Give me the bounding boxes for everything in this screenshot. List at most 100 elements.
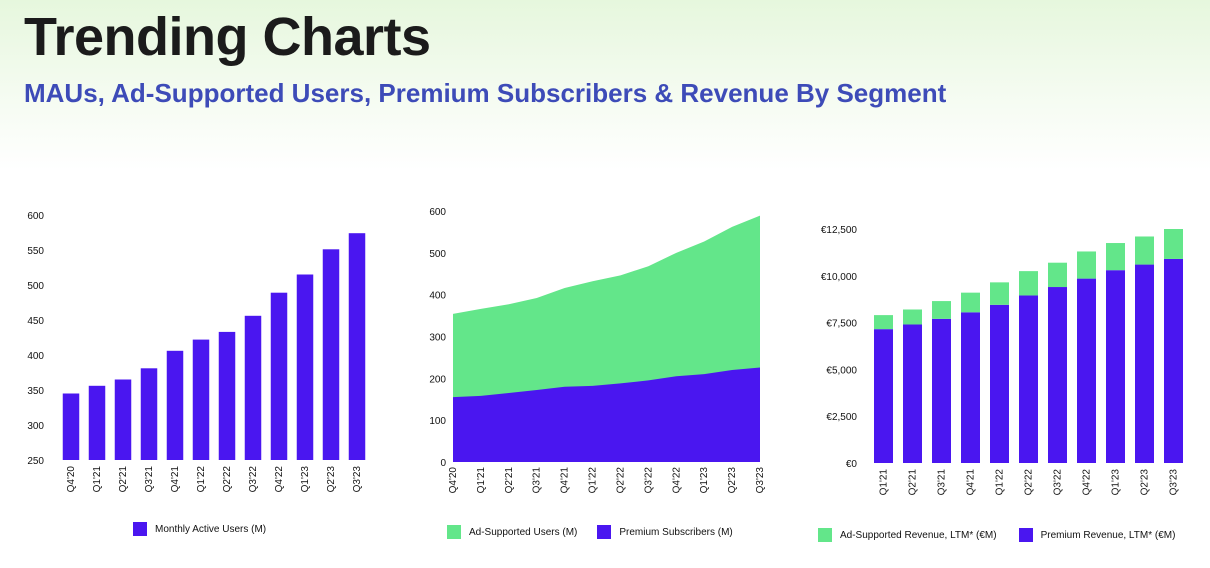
bar-mau <box>140 368 158 460</box>
legend-swatch-premium-subscribers <box>597 525 612 539</box>
bar-premium-revenue <box>932 318 951 463</box>
y-tick-label: 400 <box>27 351 44 362</box>
x-tick-label: Q2'23 <box>326 466 337 493</box>
legend-label-mau: Monthly Active Users (M) <box>155 523 267 535</box>
y-tick-label: 500 <box>429 249 446 260</box>
bar-ad-supported-revenue <box>903 309 922 325</box>
y-tick-label: €0 <box>846 459 858 470</box>
bar-mau <box>296 274 314 460</box>
x-tick-label: Q1'21 <box>92 466 103 493</box>
bar-ad-supported-revenue <box>1019 271 1038 296</box>
legend-label-premium-subscribers: Premium Subscribers (M) <box>619 526 733 538</box>
x-tick-label: Q4'22 <box>671 467 682 494</box>
x-tick-label: Q3'22 <box>643 467 654 494</box>
bar-mau <box>88 385 106 460</box>
bar-mau <box>114 379 132 460</box>
x-tick-label: Q3'21 <box>532 467 543 494</box>
x-tick-label: Q3'22 <box>1053 469 1064 496</box>
bar-mau <box>270 292 288 460</box>
legend-item-premium-subscribers: Premium Subscribers (M) <box>597 525 733 539</box>
bar-ad-supported-revenue <box>961 292 980 313</box>
page-subtitle: MAUs, Ad-Supported Users, Premium Subscr… <box>24 78 947 108</box>
y-tick-label: 600 <box>27 211 44 222</box>
bar-premium-revenue <box>1019 295 1038 463</box>
x-tick-label: Q3'22 <box>248 466 259 493</box>
y-tick-label: 100 <box>429 416 446 427</box>
x-tick-label: Q1'23 <box>1111 469 1122 496</box>
legend-label-premium-revenue: Premium Revenue, LTM* (€M) <box>1040 529 1176 541</box>
bar-premium-revenue <box>1106 270 1125 463</box>
y-tick-label: €5,000 <box>826 365 857 376</box>
page-title: Trending Charts <box>24 7 431 67</box>
y-tick-label: €2,500 <box>826 412 857 423</box>
x-tick-label: Q1'23 <box>699 467 710 494</box>
legend-label-ad-supported-revenue: Ad-Supported Revenue, LTM* (€M) <box>840 529 997 541</box>
x-tick-label: Q1'21 <box>879 469 890 496</box>
bar-premium-revenue <box>1077 278 1096 463</box>
legend-swatch-mau <box>133 522 147 536</box>
x-tick-label: Q4'22 <box>274 466 285 493</box>
legend-item-ad-supported-revenue: Ad-Supported Revenue, LTM* (€M) <box>818 528 997 542</box>
bar-ad-supported-revenue <box>1048 262 1067 288</box>
bar-mau <box>218 331 236 460</box>
legend-label-ad-supported-users: Ad-Supported Users (M) <box>469 526 578 538</box>
bar-ad-supported-revenue <box>1135 236 1154 265</box>
x-tick-label: Q4'20 <box>66 466 77 493</box>
bar-ad-supported-revenue <box>1164 229 1183 259</box>
bar-premium-revenue <box>874 329 893 463</box>
x-tick-label: Q3'23 <box>1169 469 1180 496</box>
x-tick-label: Q2'23 <box>1140 469 1151 496</box>
x-tick-label: Q3'23 <box>755 467 766 494</box>
x-tick-label: Q3'21 <box>937 469 948 496</box>
legend-item-premium-revenue: Premium Revenue, LTM* (€M) <box>1018 528 1176 542</box>
y-tick-label: €12,500 <box>821 225 858 236</box>
x-tick-label: Q2'22 <box>615 467 626 494</box>
bar-premium-revenue <box>961 312 980 463</box>
x-tick-label: Q2'21 <box>504 467 515 494</box>
y-tick-label: 550 <box>27 246 44 257</box>
revenue-legend: Ad-Supported Revenue, LTM* (€M) Premium … <box>818 528 1175 542</box>
y-tick-label: 400 <box>429 291 446 302</box>
x-tick-label: Q4'21 <box>560 467 571 494</box>
x-tick-label: Q1'21 <box>476 467 487 494</box>
legend-swatch-ad-supported-revenue <box>818 528 832 542</box>
bar-mau <box>192 339 210 460</box>
x-tick-label: Q2'22 <box>1024 469 1035 496</box>
y-tick-label: €10,000 <box>821 272 858 283</box>
x-tick-label: Q1'22 <box>196 466 207 493</box>
bar-ad-supported-revenue <box>1106 243 1125 271</box>
bar-mau <box>62 393 80 460</box>
bar-ad-supported-revenue <box>874 315 893 330</box>
y-tick-label: 250 <box>27 456 44 467</box>
x-tick-label: Q1'23 <box>300 466 311 493</box>
users-legend: Ad-Supported Users (M) Premium Subscribe… <box>447 525 733 539</box>
legend-swatch-ad-supported-users <box>447 525 461 539</box>
x-tick-label: Q3'23 <box>352 466 363 493</box>
x-tick-label: Q2'21 <box>118 466 129 493</box>
y-tick-label: 300 <box>27 421 44 432</box>
x-tick-label: Q2'21 <box>908 469 919 496</box>
bar-premium-revenue <box>903 324 922 463</box>
x-tick-label: Q1'22 <box>588 467 599 494</box>
y-tick-label: 450 <box>27 316 44 327</box>
bar-mau <box>166 350 184 460</box>
legend-swatch-premium-revenue <box>1018 528 1033 542</box>
y-tick-label: 600 <box>429 207 446 218</box>
bar-premium-revenue <box>1048 287 1067 463</box>
y-tick-label: 500 <box>27 281 44 292</box>
x-tick-label: Q1'22 <box>995 469 1006 496</box>
bar-ad-supported-revenue <box>932 301 951 319</box>
y-tick-label: 300 <box>429 333 446 344</box>
x-tick-label: Q2'22 <box>222 466 233 493</box>
legend-item-ad-supported-users: Ad-Supported Users (M) <box>447 525 577 539</box>
y-tick-label: 0 <box>440 458 446 469</box>
x-tick-label: Q3'21 <box>144 466 155 493</box>
bar-mau <box>244 315 262 460</box>
bar-premium-revenue <box>1164 258 1183 463</box>
y-tick-label: 200 <box>429 374 446 385</box>
bar-premium-revenue <box>1135 264 1154 463</box>
x-tick-label: Q4'22 <box>1082 469 1093 496</box>
